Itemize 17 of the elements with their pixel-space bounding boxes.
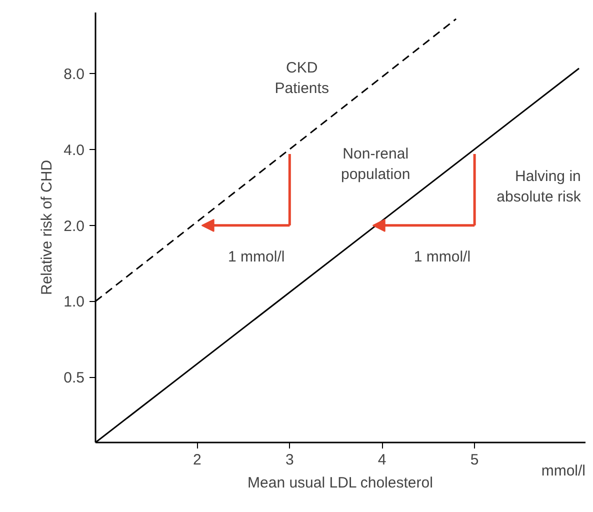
x-axis-title: Mean usual LDL cholesterol [248,474,433,492]
x-tick-label: 5 [470,452,479,468]
series-label: Non-renal population [341,146,410,184]
annotation: 1 mmol/l [414,248,471,266]
y-tick-label: 4.0 [64,142,85,160]
text: mmol/l [541,462,586,480]
series-label: CKD Patients [274,59,329,97]
annotation: 1 mmol/l [228,248,285,266]
y-tick-label: 8.0 [64,66,85,84]
y-axis-title: Relative risk of CHD [38,160,56,296]
y-tick-label: 0.5 [64,370,85,387]
y-tick-label: 1.0 [64,294,85,311]
y-tick-label: 2.0 [64,218,85,235]
x-tick-label: 4 [378,452,386,468]
annotation: Halving in absolute risk [496,168,582,206]
x-tick-label: 2 [193,452,202,468]
x-tick-label: 3 [285,452,294,468]
